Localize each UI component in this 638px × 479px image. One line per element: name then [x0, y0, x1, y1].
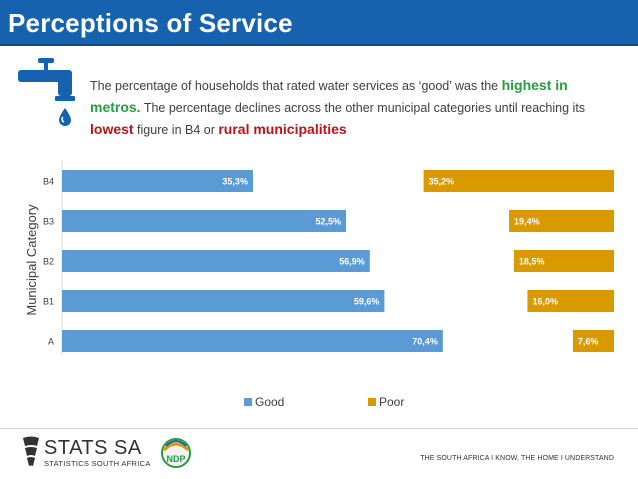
- stats-sa-name: STATS SA: [44, 437, 142, 459]
- bar-good: [62, 210, 347, 232]
- footer-tagline: THE SOUTH AFRICA I KNOW, THE HOME I UNDE…: [420, 455, 614, 462]
- data-label-poor: 7,6%: [578, 337, 599, 347]
- bar-poor: [509, 210, 614, 232]
- data-label-good: 35,3%: [222, 177, 248, 187]
- bar-good: [62, 170, 253, 192]
- data-label-poor: 16,0%: [532, 297, 558, 307]
- header-bar: Perceptions of Service: [0, 0, 638, 46]
- bar-poor: [527, 290, 614, 312]
- intro-highlight-lowest: lowest: [90, 121, 134, 137]
- data-label-poor: 18,5%: [519, 257, 545, 267]
- data-label-poor: 19,4%: [514, 217, 540, 227]
- bar-poor: [513, 250, 614, 272]
- legend-swatch-good: [244, 398, 252, 406]
- data-label-good: 56,9%: [339, 257, 365, 267]
- y-tick-label: B2: [43, 257, 54, 267]
- intro-text-1: The percentage of households that rated …: [90, 79, 502, 93]
- intro-highlight-rural: rural municipalities: [218, 121, 347, 137]
- water-tap-icon: [18, 58, 75, 126]
- y-tick-label: B4: [43, 177, 54, 187]
- bar-poor: [572, 330, 614, 352]
- data-label-good: 70,4%: [412, 337, 438, 347]
- data-label-poor: 35,2%: [429, 177, 455, 187]
- data-label-good: 52,5%: [315, 217, 341, 227]
- bar-good: [62, 330, 443, 352]
- intro-highlight-highest: highest in metros.: [90, 77, 568, 115]
- bar-good: [62, 250, 370, 272]
- legend-swatch-poor: [368, 398, 376, 406]
- stats-sa-subtitle: STATISTICS SOUTH AFRICA: [44, 459, 151, 468]
- intro-text-2: The percentage declines across the other…: [140, 101, 586, 115]
- stats-sa-logo-icon: [23, 436, 39, 466]
- legend-label-poor: Poor: [379, 395, 404, 409]
- ndp-logo-text: NDP: [166, 454, 185, 464]
- bar-poor: [423, 170, 614, 192]
- footer-divider: [0, 428, 638, 429]
- y-tick-label: B1: [43, 297, 54, 307]
- intro-text-3: figure in B4 or: [133, 123, 219, 137]
- y-axis-title: Municipal Category: [24, 204, 39, 316]
- y-tick-label: B3: [43, 217, 54, 227]
- bar-good: [62, 290, 385, 312]
- ndp-logo-icon: NDP: [161, 438, 191, 468]
- intro-paragraph: The percentage of households that rated …: [90, 75, 600, 141]
- legend-label-good: Good: [255, 395, 284, 409]
- municipal-category-bar-chart: Municipal Category B4 35,3% 35,2% B3 52,5% 19,…: [24, 160, 614, 409]
- y-tick-label: A: [48, 337, 54, 347]
- page-title: Perceptions of Service: [8, 8, 293, 38]
- data-label-good: 59,6%: [354, 297, 380, 307]
